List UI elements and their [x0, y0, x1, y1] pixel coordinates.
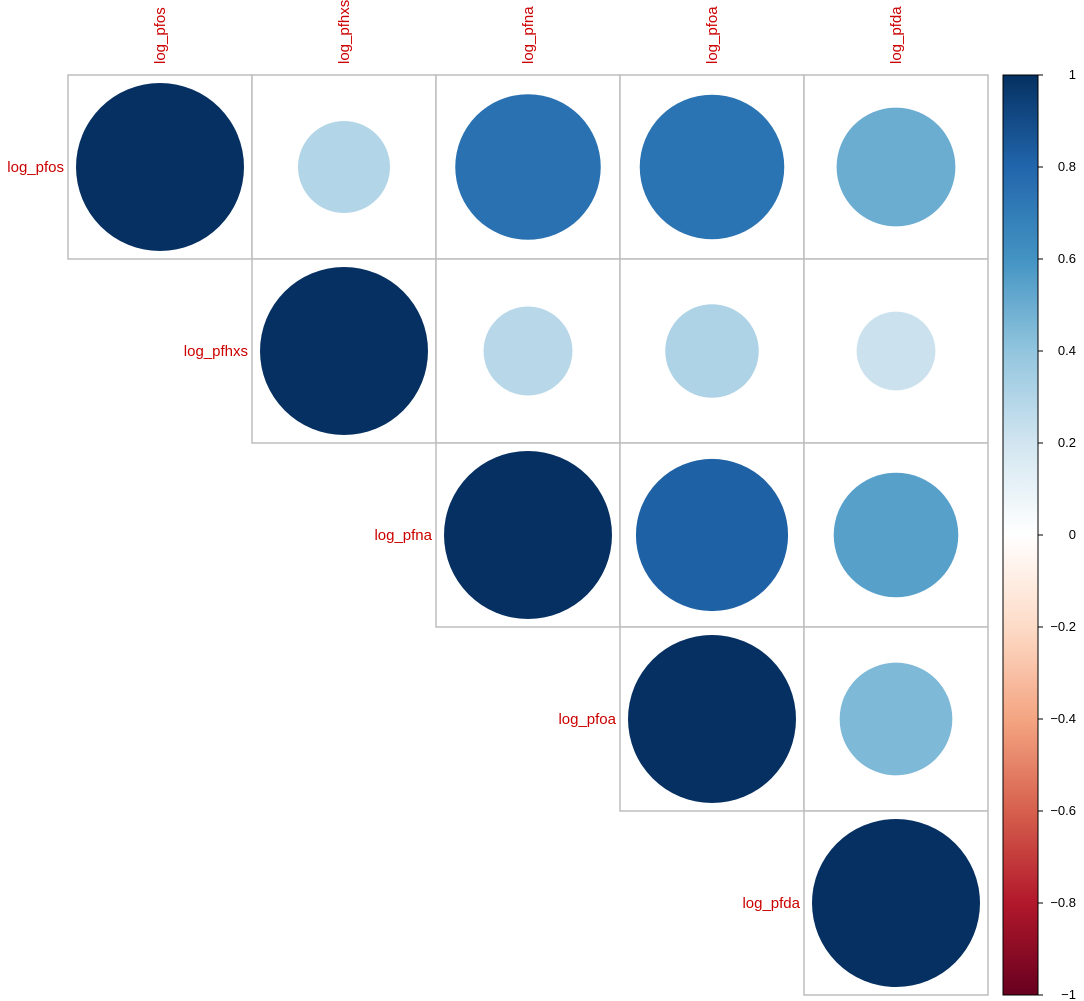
correlation-circle-log_pfos-log_pfhxs	[297, 120, 391, 214]
correlation-circle-log_pfna-log_pfda	[833, 472, 959, 598]
correlation-circle-log_pfos-log_pfna	[455, 94, 601, 240]
colorbar-tick-label: −0.8	[1050, 895, 1076, 910]
colorbar: 1 0.8 0.6 0.4 0.2 0 −0.2 −0.4 −0.6 −0.8 −1	[1002, 67, 1076, 1001]
column-label-log_pfoa: log_pfoa	[704, 6, 721, 64]
row-label-log_pfos: log_pfos	[7, 159, 64, 176]
correlation-circle-log_pfhxs-log_pfna	[483, 306, 573, 396]
correlation-circle-log_pfoa-log_pfoa	[628, 635, 796, 803]
correlation-circle-log_pfhxs-log_pfoa	[665, 304, 759, 398]
row-label-log_pfna: log_pfna	[374, 527, 432, 544]
colorbar-gradient	[1002, 74, 1039, 996]
correlation-circles	[76, 83, 980, 987]
colorbar-tick-label: 0.4	[1058, 343, 1076, 358]
row-labels: log_pfos log_pfhxs log_pfna log_pfoa log_pfd…	[7, 159, 800, 912]
colorbar-tick-label: 0.8	[1058, 159, 1076, 174]
row-label-log_pfhxs: log_pfhxs	[184, 343, 248, 360]
colorbar-tick-label: −0.2	[1050, 619, 1076, 634]
grid-cell	[803, 626, 989, 812]
correlation-circle-log_pfhxs-log_pfda	[856, 311, 936, 391]
colorbar-tick-label: −1	[1061, 987, 1076, 1001]
column-label-log_pfos: log_pfos	[152, 7, 169, 64]
row-label-log_pfoa: log_pfoa	[558, 711, 616, 728]
column-label-log_pfhxs: log_pfhxs	[336, 0, 353, 64]
colorbar-tick-label: 0.2	[1058, 435, 1076, 450]
correlation-circle-log_pfos-log_pfoa	[639, 94, 785, 240]
colorbar-tick-label: 1	[1069, 67, 1076, 82]
correlation-circle-log_pfoa-log_pfda	[839, 662, 953, 776]
column-label-log_pfna: log_pfna	[520, 6, 537, 64]
correlation-circle-log_pfos-log_pfos	[76, 83, 244, 251]
colorbar-tick-label: 0.6	[1058, 251, 1076, 266]
row-label-log_pfda: log_pfda	[742, 895, 800, 912]
correlation-circle-log_pfna-log_pfna	[444, 451, 612, 619]
column-label-log_pfda: log_pfda	[888, 6, 905, 64]
column-labels: log_pfos log_pfhxs log_pfna log_pfoa log_pfd…	[152, 0, 905, 64]
colorbar-tick-label: −0.4	[1050, 711, 1076, 726]
colorbar-tick-label: −0.6	[1050, 803, 1076, 818]
correlation-circle-log_pfna-log_pfoa	[635, 458, 789, 612]
correlation-circle-log_pfhxs-log_pfhxs	[260, 267, 428, 435]
correlation-circle-log_pfos-log_pfda	[836, 107, 956, 227]
correlation-circle-log_pfda-log_pfda	[812, 819, 980, 987]
colorbar-tick-label: 0	[1069, 527, 1076, 542]
